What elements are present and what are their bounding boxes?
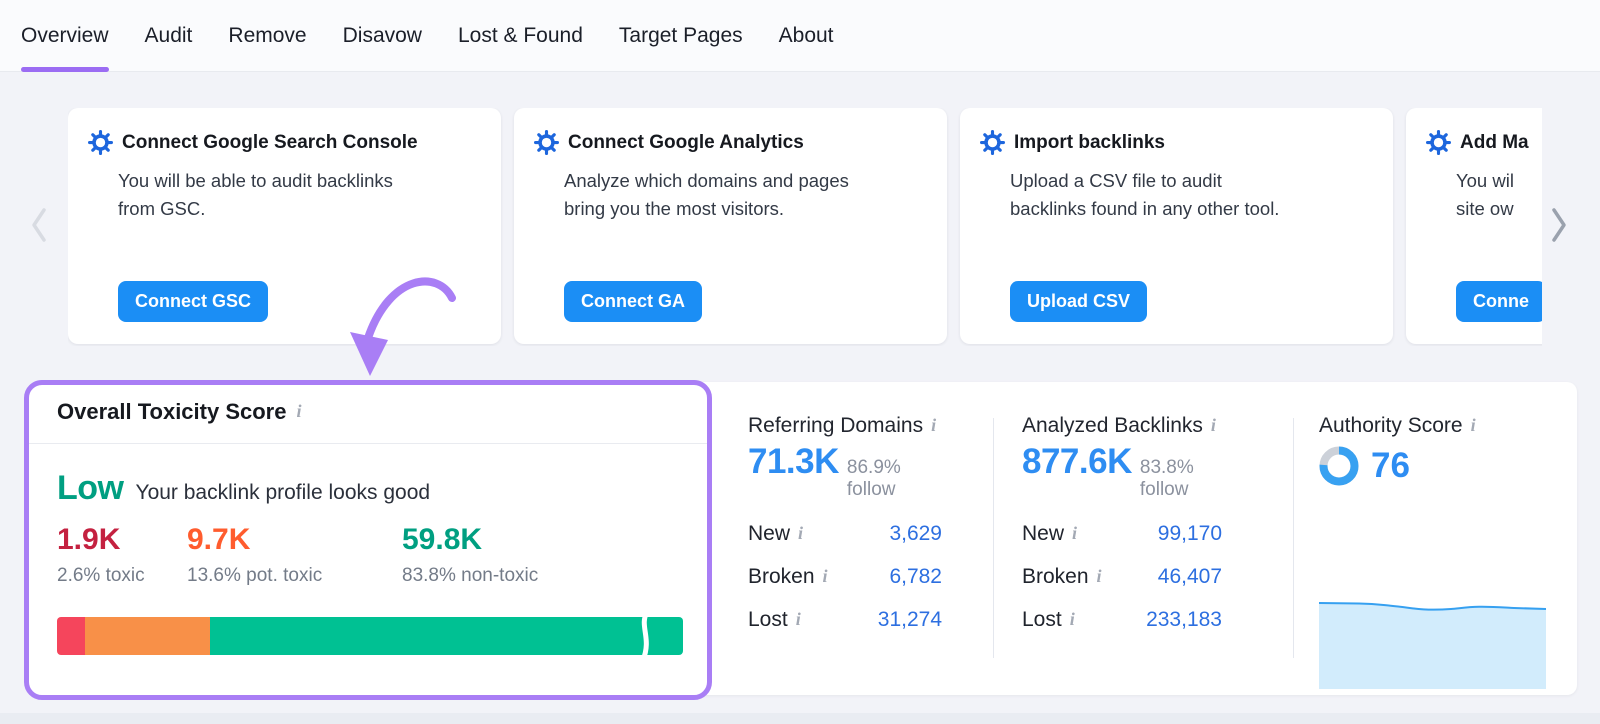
follow-percentage: 83.8% follow — [1139, 457, 1194, 500]
gear-icon — [980, 130, 1005, 155]
authority-score-section: Authority Score i 76 — [1319, 414, 1549, 689]
tab-overview[interactable]: Overview — [21, 0, 109, 72]
tab-bar: Overview Audit Remove Disavow Lost & Fou… — [0, 0, 1600, 72]
info-icon[interactable]: i — [1096, 566, 1102, 586]
new-backlinks-link[interactable]: 99,170 — [1157, 522, 1222, 545]
potentially-toxic-bar-segment — [84, 617, 211, 655]
card-title: Connect Google Analytics — [568, 131, 804, 153]
tab-remove[interactable]: Remove — [228, 23, 307, 47]
authority-score-title: Authority Score — [1319, 414, 1463, 437]
non-toxic-percentage-label: 83.8% non-toxic — [402, 565, 539, 586]
card-title: Import backlinks — [1014, 131, 1165, 153]
divider — [993, 418, 994, 658]
overall-toxicity-score-panel: Overall Toxicity Score i Low Your backli… — [24, 380, 712, 700]
card-import-backlinks: Import backlinks Upload a CSV file to au… — [960, 108, 1393, 344]
card-description: Analyze which domains and pages bring yo… — [564, 170, 849, 219]
stat-row-broken: Broken i 46,407 — [1022, 565, 1222, 588]
non-toxic-count: 59.8K — [402, 523, 483, 556]
toxicity-level-note: Your backlink profile looks good — [135, 481, 431, 504]
info-icon[interactable]: i — [822, 566, 828, 586]
annotation-arrow — [350, 277, 456, 376]
info-icon[interactable]: i — [795, 609, 801, 629]
card-description: You will be able to audit backlinks from… — [118, 170, 393, 219]
toxicity-distribution-bar — [57, 610, 683, 662]
card-connect-ga: Connect Google Analytics Analyze which d… — [514, 108, 947, 344]
referring-domains-title: Referring Domains — [748, 414, 924, 437]
follow-percentage: 86.9% follow — [846, 457, 901, 500]
connect-ga-button[interactable]: Connect GA — [564, 281, 703, 322]
carousel-next-button[interactable] — [1548, 206, 1570, 244]
card-title: Add Ma — [1460, 131, 1529, 153]
stat-row-new: New i 99,170 — [1022, 522, 1222, 545]
new-domains-link[interactable]: 3,629 — [889, 522, 942, 545]
tab-about[interactable]: About — [778, 23, 834, 47]
info-icon[interactable]: i — [1069, 609, 1075, 629]
tab-lost-and-found[interactable]: Lost & Found — [457, 23, 583, 47]
lost-backlinks-link[interactable]: 233,183 — [1146, 608, 1222, 631]
potentially-toxic-count: 9.7K — [187, 523, 251, 556]
toxic-percentage-label: 2.6% toxic — [57, 565, 145, 586]
gear-icon — [534, 130, 559, 155]
broken-domains-link[interactable]: 6,782 — [889, 565, 942, 588]
connect-gsc-button[interactable]: Connect GSC — [118, 281, 269, 322]
authority-score-value: 76 — [1371, 446, 1410, 485]
stat-row-lost: Lost i 233,183 — [1022, 608, 1222, 631]
divider — [1293, 418, 1294, 658]
info-icon[interactable]: i — [798, 523, 804, 543]
lost-domains-link[interactable]: 31,274 — [877, 608, 942, 631]
tab-disavow[interactable]: Disavow — [342, 23, 422, 47]
upload-csv-button[interactable]: Upload CSV — [1010, 281, 1148, 322]
toxic-count: 1.9K — [57, 523, 121, 556]
info-icon[interactable]: i — [1470, 415, 1476, 435]
authority-score-donut — [1319, 446, 1359, 486]
card-add-manually: Add Ma You wil site ow Conne — [1406, 108, 1542, 344]
card-title: Connect Google Search Console — [122, 131, 418, 153]
tab-target-pages[interactable]: Target Pages — [618, 23, 743, 47]
gear-icon — [88, 130, 113, 155]
analyzed-backlinks-section: Analyzed Backlinks i 877.6K 83.8% follow… — [1022, 414, 1222, 636]
info-icon[interactable]: i — [1072, 523, 1078, 543]
bar-break-mark — [640, 610, 650, 662]
non-toxic-bar-segment — [210, 617, 683, 655]
gear-icon — [1426, 130, 1451, 155]
stat-row-broken: Broken i 6,782 — [748, 565, 942, 588]
analyzed-backlinks-title: Analyzed Backlinks — [1022, 414, 1203, 437]
carousel-prev-button[interactable] — [28, 206, 50, 244]
referring-domains-section: Referring Domains i 71.3K 86.9% follow N… — [748, 414, 942, 636]
info-icon[interactable]: i — [296, 401, 302, 421]
analyzed-backlinks-total: 877.6K — [1022, 442, 1132, 481]
tab-audit[interactable]: Audit — [144, 23, 193, 47]
page-bottom-edge — [0, 713, 1600, 724]
card-description: Upload a CSV file to audit backlinks fou… — [1010, 170, 1280, 219]
potentially-toxic-percentage-label: 13.6% pot. toxic — [187, 565, 323, 586]
toxicity-panel-title: Overall Toxicity Score — [57, 399, 287, 424]
info-icon[interactable]: i — [931, 415, 937, 435]
card-connect-gsc: Connect Google Search Console You will b… — [68, 108, 501, 344]
card-description: You wil site ow — [1456, 170, 1514, 219]
referring-domains-total: 71.3K — [748, 442, 839, 481]
divider — [29, 443, 707, 444]
onboarding-cards-carousel: Connect Google Search Console You will b… — [68, 108, 1542, 346]
toxic-bar-segment — [57, 617, 85, 655]
authority-score-trend-chart — [1319, 602, 1546, 689]
info-icon[interactable]: i — [1210, 415, 1216, 435]
toxicity-level: Low — [57, 469, 124, 507]
connect-button[interactable]: Conne — [1456, 281, 1542, 322]
broken-backlinks-link[interactable]: 46,407 — [1157, 565, 1222, 588]
stat-row-lost: Lost i 31,274 — [748, 608, 942, 631]
stat-row-new: New i 3,629 — [748, 522, 942, 545]
